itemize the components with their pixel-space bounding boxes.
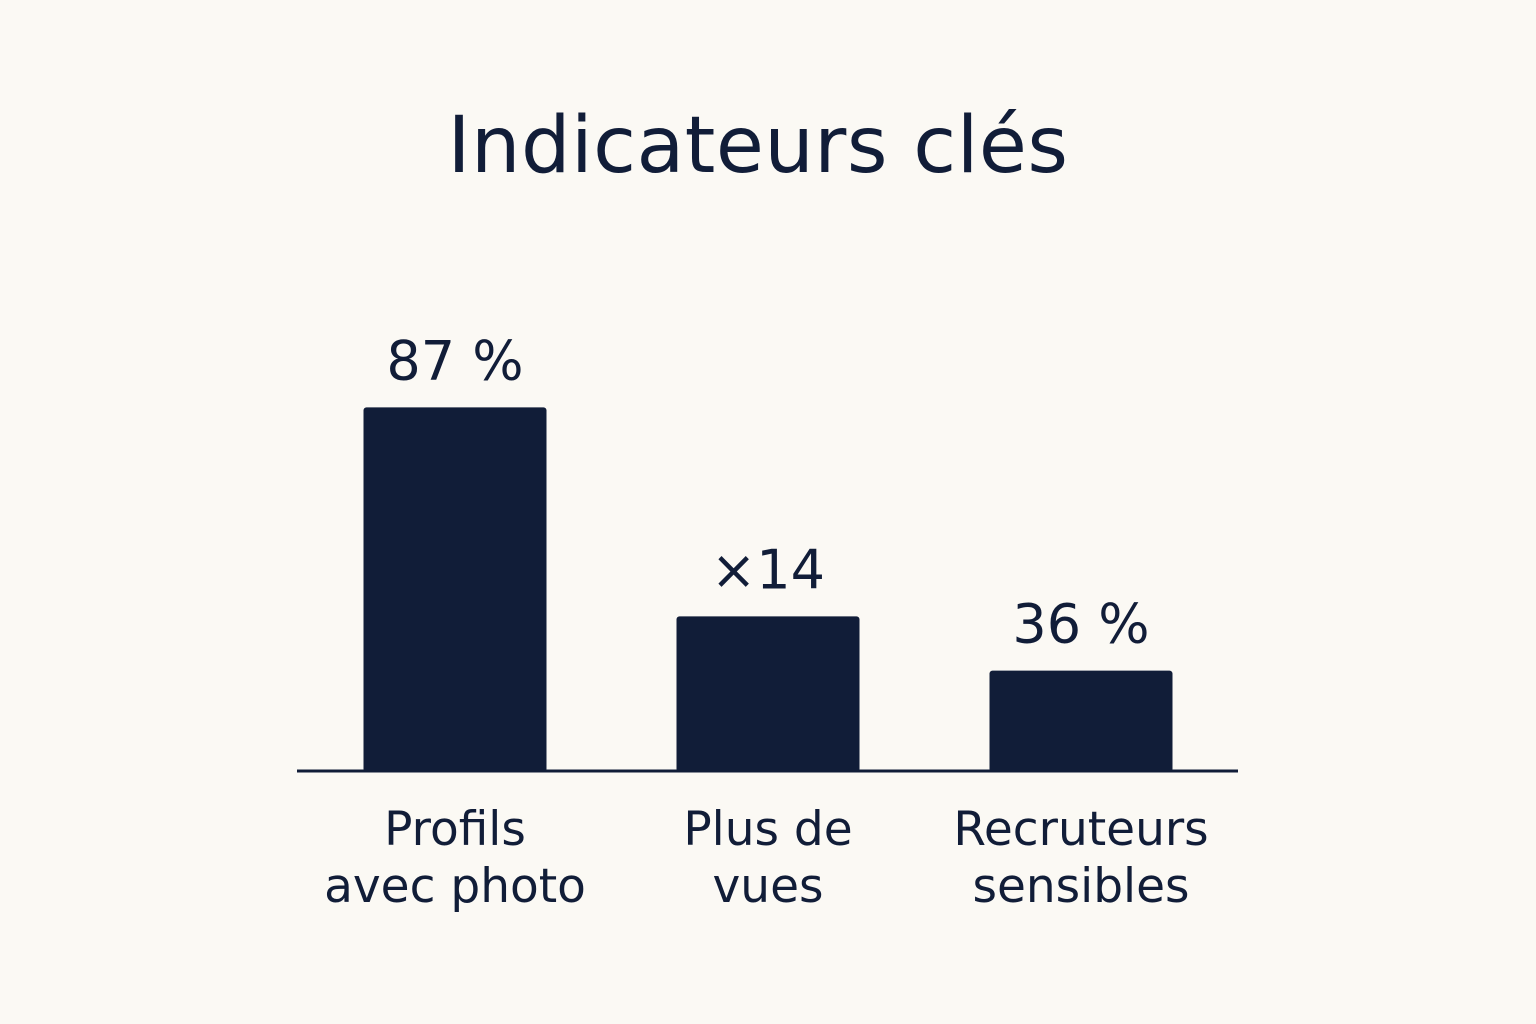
category-label: Recruteurs bbox=[953, 802, 1208, 857]
chart-title: Indicateurs clés bbox=[448, 101, 1069, 191]
category-label: Profils bbox=[384, 802, 526, 857]
category-label: avec photo bbox=[324, 859, 586, 914]
category-label: sensibles bbox=[972, 859, 1189, 914]
value-label: ×14 bbox=[711, 538, 825, 601]
bar bbox=[363, 407, 547, 772]
bar bbox=[989, 670, 1173, 772]
value-label: 87 % bbox=[386, 329, 523, 392]
value-label: 36 % bbox=[1012, 593, 1149, 656]
category-label: vues bbox=[712, 859, 823, 914]
bar bbox=[676, 616, 860, 772]
category-label: Plus de bbox=[683, 802, 852, 857]
